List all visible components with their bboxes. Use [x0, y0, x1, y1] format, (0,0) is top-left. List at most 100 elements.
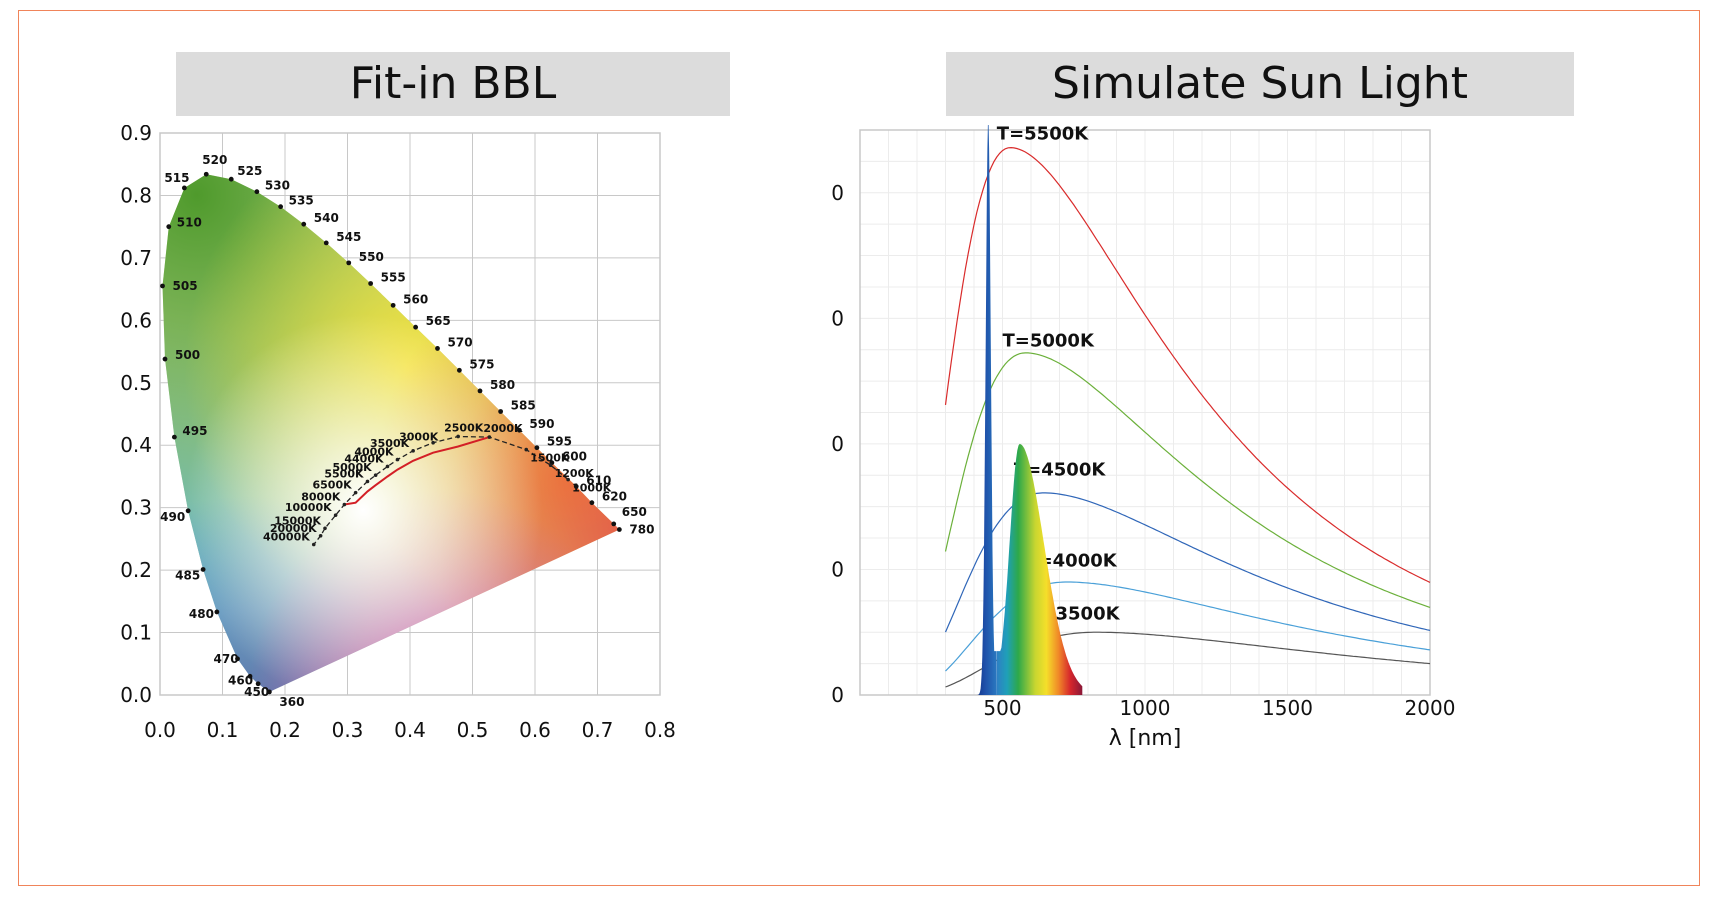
x-tick-label: 0.8 [644, 718, 676, 742]
cct-label: 1200K [555, 467, 595, 480]
wavelength-label: 555 [381, 270, 406, 284]
y-tick-label: 0.1 [120, 621, 152, 645]
wavelength-point [278, 204, 284, 210]
x-tick-label: 0.3 [332, 718, 364, 742]
wavelength-label: 570 [448, 335, 473, 349]
wavelength-point [498, 409, 504, 414]
wavelength-point [611, 521, 617, 527]
wavelength-label: 560 [403, 292, 428, 306]
cct-label: 10000K [285, 501, 332, 514]
wavelength-label: 495 [182, 424, 207, 438]
wavelength-point [301, 221, 307, 227]
wavelength-label: 590 [529, 417, 554, 431]
wavelength-label: 480 [189, 607, 214, 621]
cct-point [342, 502, 347, 507]
cct-label: 20000K [270, 522, 317, 535]
figure-border [18, 10, 1700, 886]
cct-point [487, 435, 492, 439]
series-label: T=5500K [997, 125, 1089, 144]
cct-label: 2500K [444, 421, 484, 434]
x-tick-label: 0.0 [144, 718, 176, 742]
x-tick-label: 1000 [1120, 696, 1171, 720]
wavelength-label: 470 [214, 652, 239, 666]
wavelength-label: 515 [164, 171, 189, 185]
x-tick-label: 0.5 [457, 718, 489, 742]
cct-label: 2000K [483, 422, 523, 435]
cct-label: 6500K [312, 479, 352, 492]
cct-label: 3500K [370, 437, 410, 450]
wavelength-label: 780 [629, 523, 654, 537]
wavelength-point [413, 324, 419, 330]
cct-label: 8000K [301, 491, 341, 504]
wavelength-point [477, 388, 483, 394]
cct-point [411, 449, 415, 453]
y-tick-label: 0.3 [120, 496, 152, 520]
wavelength-label: 650 [622, 505, 647, 519]
y-tick-label: 0.7 [120, 246, 152, 270]
wavelength-point [228, 176, 234, 182]
wavelength-point [166, 224, 172, 230]
wavelength-point [534, 445, 540, 451]
y-tick-label: 600 [830, 306, 844, 330]
cie-chromaticity-chart: 0.0 0.1 0.2 0.3 0.4 0.5 0.6 0.7 0.8 0.0 0.1 0.2 0.3 0… [120, 125, 676, 742]
wavelength-label: 460 [228, 673, 253, 687]
cct-point [431, 440, 435, 445]
wavelength-label: 500 [175, 348, 200, 362]
wavelength-label: 620 [602, 490, 627, 504]
cct-point [524, 447, 529, 452]
led-blue-peak [972, 125, 997, 695]
wavelength-point [573, 484, 579, 489]
wavelength-label: 490 [160, 510, 185, 524]
wavelength-label: 595 [547, 435, 572, 449]
y-tick-label: 0.5 [120, 371, 152, 395]
x-tick-label: 0.2 [269, 718, 301, 742]
sun-light-spectrum-chart: 5001000150020000200400600800λ [nm]μ(λ) [… [830, 125, 1456, 751]
wavelength-point [235, 656, 240, 662]
x-axis-label: λ [nm] [1109, 726, 1182, 751]
led-phosphor-spectrum [996, 443, 1083, 695]
cct-point [311, 542, 316, 547]
wavelength-point [435, 346, 440, 351]
series-line [944, 146, 1431, 583]
cct-label: 4400K [344, 452, 384, 465]
cct-point [373, 473, 378, 477]
wavelength-point [266, 689, 272, 695]
wavelength-label: 530 [265, 179, 290, 193]
wavelength-point [200, 567, 206, 572]
x-tick-label: 500 [983, 696, 1021, 720]
y-tick-label: 0.0 [120, 683, 152, 707]
x-tick-label: 2000 [1405, 696, 1456, 720]
cct-label: 5000K [332, 461, 372, 474]
wavelength-label: 575 [469, 357, 494, 371]
x-tick-label: 0.7 [582, 718, 614, 742]
wavelength-label: 610 [586, 473, 611, 487]
y-tick-label: 0 [831, 683, 844, 707]
wavelength-label: 585 [511, 399, 536, 413]
wavelength-point [185, 508, 191, 514]
y-tick-label: 0.6 [120, 308, 152, 332]
wavelength-point [346, 260, 352, 266]
y-tick-label: 400 [830, 432, 844, 456]
wavelength-point [254, 189, 260, 195]
cct-label: 15000K [274, 514, 321, 527]
cct-point [353, 490, 358, 495]
y-tick-label: 0.8 [120, 183, 152, 207]
wavelength-point [214, 609, 220, 615]
wavelength-label: 540 [314, 211, 339, 225]
wavelength-point [616, 527, 622, 532]
led-fit-line [344, 436, 490, 506]
wavelength-point [171, 434, 177, 440]
wavelength-label: 360 [279, 695, 304, 709]
cct-point [323, 526, 327, 531]
x-tick-label: 1500 [1262, 696, 1313, 720]
wavelength-point [247, 673, 253, 679]
wavelength-label: 505 [173, 279, 198, 293]
right-panel-title: Simulate Sun Light [946, 52, 1574, 116]
cct-point [566, 477, 570, 482]
wavelength-label: 510 [177, 216, 202, 230]
cct-point [318, 533, 323, 538]
series-label: T=5000K [1003, 331, 1095, 352]
series-label: T=4500K [1014, 459, 1106, 480]
x-tick-label: 0.6 [519, 718, 551, 742]
series-label: T=4000K [1025, 550, 1117, 571]
